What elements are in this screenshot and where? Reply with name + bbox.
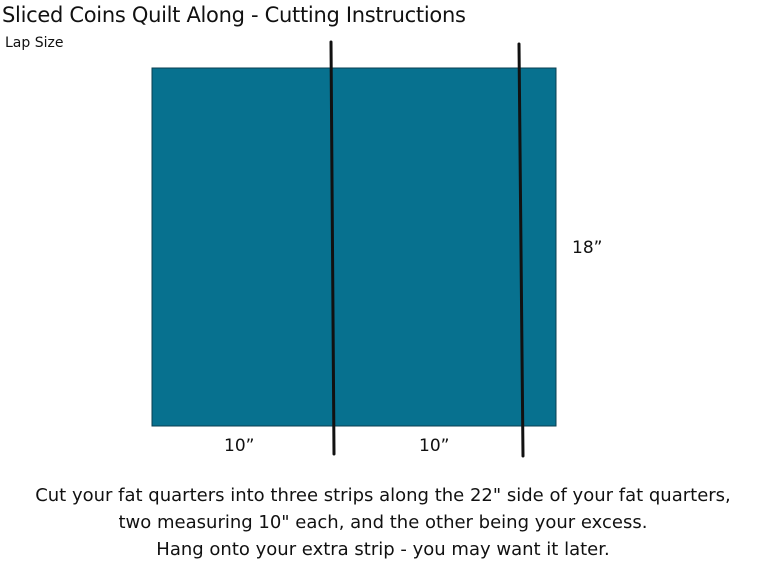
fat-quarter-fabric: [151, 67, 557, 427]
size-label: Lap Size: [5, 35, 64, 51]
cutting-diagram: [151, 40, 557, 458]
instruction-line-1: Cut your fat quarters into three strips …: [35, 485, 731, 506]
instructions-text: Cut your fat quarters into three strips …: [0, 482, 766, 563]
middle-strip-dimension-label: 10”: [419, 436, 450, 456]
page-title: Sliced Coins Quilt Along - Cutting Instr…: [2, 3, 466, 27]
cut-line-right: [517, 42, 525, 458]
cut-line-left: [329, 40, 336, 456]
instruction-line-2: two measuring 10" each, and the other be…: [118, 512, 648, 533]
left-strip-dimension-label: 10”: [224, 436, 255, 456]
instruction-line-3: Hang onto your extra strip - you may wan…: [156, 539, 610, 560]
height-dimension-label: 18”: [572, 238, 603, 258]
